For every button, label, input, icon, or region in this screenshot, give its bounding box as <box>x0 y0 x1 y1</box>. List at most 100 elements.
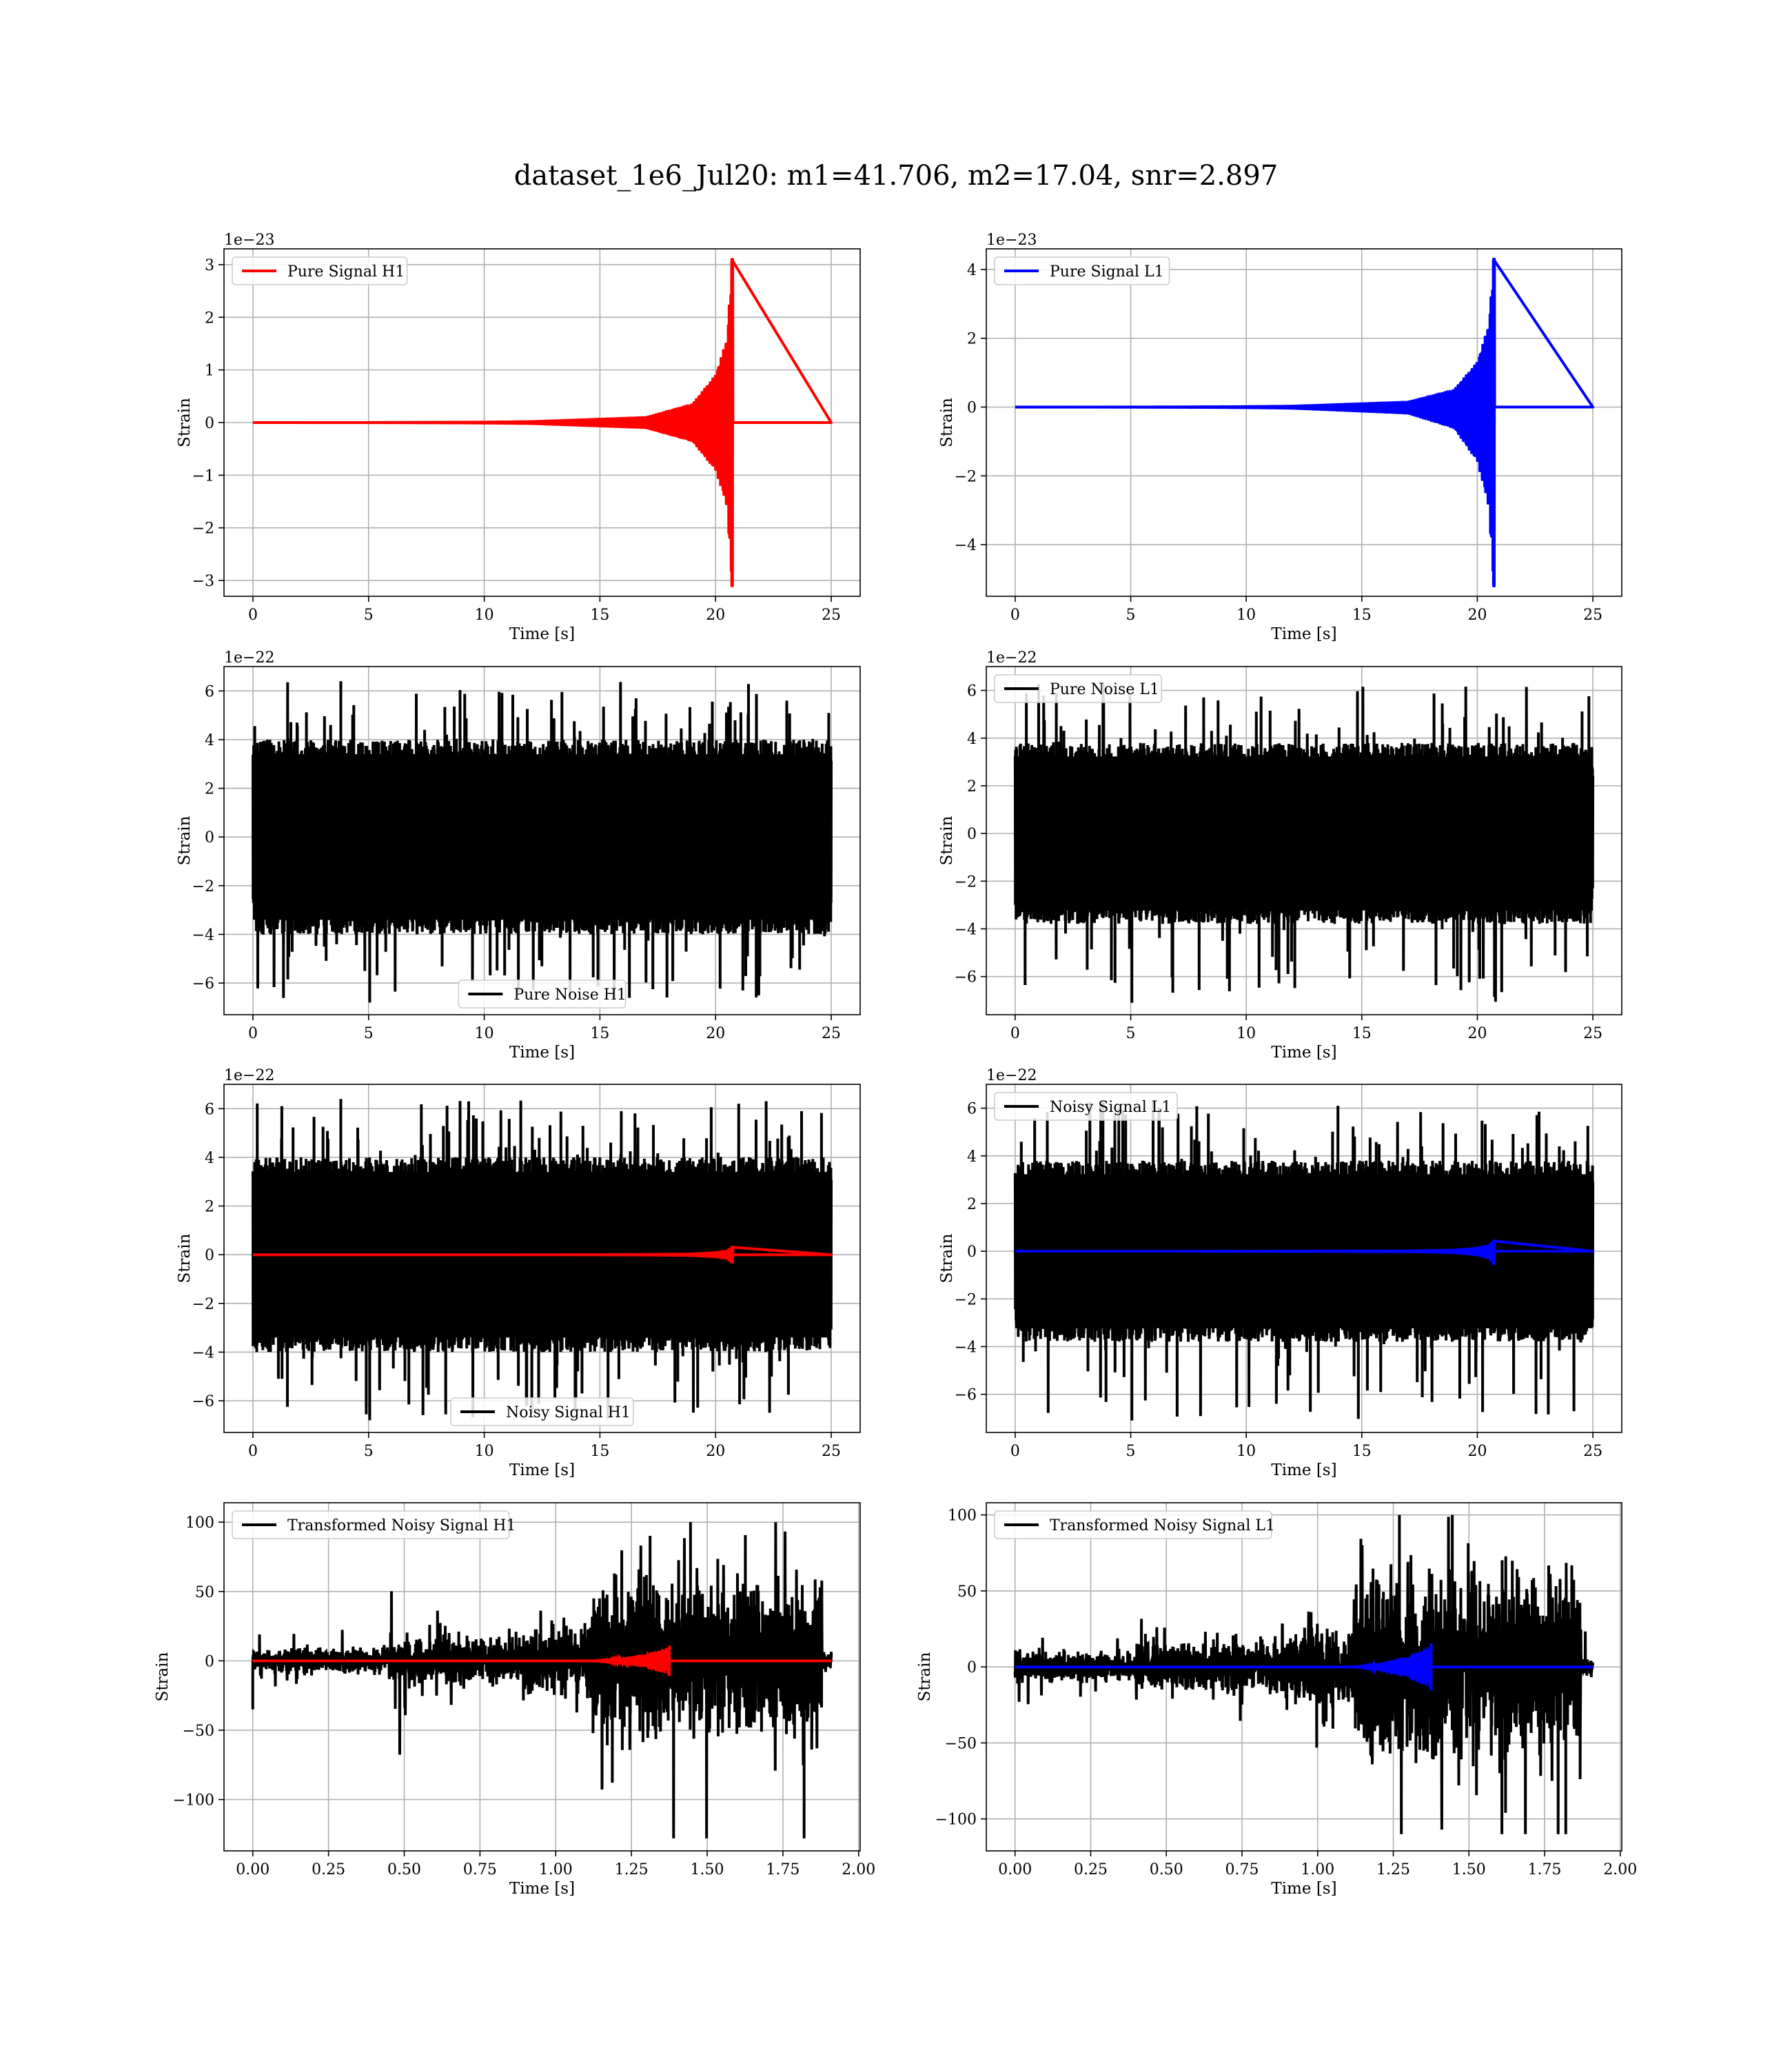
x-tick-label: 20 <box>1467 1025 1487 1042</box>
plot-area <box>986 249 1622 596</box>
series-line <box>1013 1514 1595 1834</box>
x-tick-label: 20 <box>1467 607 1487 624</box>
x-tick-label: 0 <box>1010 607 1020 624</box>
y-tick-label: 0 <box>205 415 214 432</box>
y-tick-label: −1 <box>192 467 214 485</box>
y-tick-label: −4 <box>955 1339 977 1356</box>
series-line <box>1013 1101 1595 1419</box>
plot-series <box>1013 1101 1595 1421</box>
axes-frame <box>986 248 1622 597</box>
y-tick-label: 6 <box>205 683 214 700</box>
axis-offset-label: 1e−22 <box>224 1067 274 1084</box>
x-tick-label: 0.25 <box>312 1861 345 1878</box>
y-tick-label: −3 <box>192 573 214 590</box>
series-line <box>1014 1239 1595 1266</box>
y-tick-label: 4 <box>205 1150 214 1167</box>
figure-suptitle: dataset_1e6_Jul20: m1=41.706, m2=17.04, … <box>514 160 1278 192</box>
y-tick-label: −6 <box>192 975 214 993</box>
legend-frame <box>458 980 627 1008</box>
x-tick-label: 5 <box>1126 607 1136 624</box>
series-line <box>252 682 833 999</box>
axis-offset-label: 1e−22 <box>224 649 274 667</box>
x-axis-label: Time [s] <box>509 1461 575 1479</box>
legend: Pure Signal L1 <box>994 256 1170 285</box>
legend-frame <box>232 256 408 285</box>
x-axis-label: Time [s] <box>1271 1880 1336 1898</box>
legend: Pure Noise H1 <box>458 980 627 1008</box>
legend-frame <box>232 1510 510 1539</box>
x-tick-label: 0 <box>248 1025 258 1042</box>
y-tick-label: −2 <box>955 1291 977 1308</box>
x-tick-label: 20 <box>706 1025 725 1042</box>
x-tick-label: 25 <box>1583 607 1602 624</box>
x-tick-label: 15 <box>590 607 609 624</box>
plot-series <box>251 1522 833 1838</box>
y-axis-label: Strain <box>176 1233 194 1283</box>
x-tick-label: 20 <box>1467 1443 1487 1460</box>
y-tick-label: 3 <box>205 257 214 274</box>
y-tick-label: −6 <box>955 1387 977 1404</box>
y-tick-label: −2 <box>192 1296 214 1313</box>
x-tick-label: 2.00 <box>842 1861 875 1878</box>
x-tick-label: 15 <box>1352 607 1372 624</box>
series-line <box>1014 258 1595 587</box>
y-tick-label: 4 <box>967 731 977 748</box>
x-tick-label: 0.00 <box>998 1861 1032 1878</box>
y-tick-label: −4 <box>955 537 977 554</box>
y-tick-label: 4 <box>967 1148 977 1166</box>
legend-label: Pure Signal L1 <box>1050 263 1164 281</box>
axis-offset-label: 1e−23 <box>986 232 1037 249</box>
chart-pure-signal-h1: 0 5 10 15 20 25 −3 −2 −1 0 1 2 3 Time [s] Strain 1e−23 P… <box>176 232 861 643</box>
x-tick-label: 10 <box>1236 1025 1256 1042</box>
x-tick-label: 15 <box>590 1443 609 1460</box>
y-tick-label: 4 <box>205 732 214 749</box>
y-tick-label: 2 <box>967 331 977 348</box>
x-tick-label: 25 <box>822 607 841 624</box>
legend-label: Noisy Signal L1 <box>1050 1099 1171 1116</box>
y-tick-label: −4 <box>955 921 977 938</box>
x-tick-label: 0 <box>1010 1443 1020 1460</box>
y-axis-label: Strain <box>154 1652 172 1701</box>
axis-offset-label: 1e−22 <box>986 1067 1037 1084</box>
y-tick-label: −4 <box>192 926 214 944</box>
x-tick-label: 1.25 <box>615 1861 649 1878</box>
legend: Transformed Noisy Signal H1 <box>232 1510 516 1539</box>
axes-frame <box>223 666 861 1015</box>
y-tick-label: −50 <box>183 1723 214 1740</box>
x-tick-label: 1.75 <box>766 1861 800 1878</box>
x-tick-label: 0.50 <box>387 1861 421 1878</box>
y-tick-label: 0 <box>967 1659 977 1676</box>
x-axis-label: Time [s] <box>1271 1461 1336 1479</box>
y-tick-label: 0 <box>205 1653 214 1670</box>
x-tick-label: 5 <box>364 607 374 624</box>
legend: Noisy Signal H1 <box>450 1397 634 1426</box>
y-tick-label: 100 <box>948 1508 977 1525</box>
legend-label: Pure Noise H1 <box>513 986 627 1004</box>
x-tick-label: 1.75 <box>1528 1861 1562 1878</box>
y-tick-label: 6 <box>967 683 977 700</box>
x-tick-label: 20 <box>706 1443 725 1460</box>
x-tick-label: 1.00 <box>539 1861 573 1878</box>
legend-label: Pure Signal H1 <box>287 263 405 281</box>
x-tick-label: 0.50 <box>1150 1861 1183 1878</box>
y-tick-label: 0 <box>967 400 977 417</box>
axis-offset-label: 1e−22 <box>986 649 1037 667</box>
chart-transformed-noisy-signal-h1: 0.00 0.25 0.50 0.75 1.00 1.25 1.50 1.75 2.00 −100… <box>154 1502 875 1898</box>
y-axis-label: Strain <box>938 1233 956 1283</box>
y-tick-label: 1 <box>205 363 214 380</box>
axis-offset-label: 1e−23 <box>224 232 274 249</box>
legend-frame <box>994 1510 1272 1539</box>
y-tick-label: 2 <box>967 1196 977 1213</box>
y-tick-label: 2 <box>967 778 977 795</box>
x-axis-label: Time [s] <box>1271 625 1336 643</box>
x-tick-label: 1.25 <box>1376 1861 1410 1878</box>
chart-pure-noise-h1: 0 5 10 15 20 25 −6 −4 −2 0 2 4 6 Time [s] Strain 1e−22 P… <box>176 649 861 1062</box>
x-tick-label: 15 <box>1352 1025 1372 1042</box>
series-line <box>1013 684 1595 1002</box>
x-tick-label: 0.00 <box>236 1861 269 1878</box>
legend-frame <box>994 256 1170 285</box>
x-axis-label: Time [s] <box>509 625 575 643</box>
x-tick-label: 0.75 <box>463 1861 497 1878</box>
plot-series <box>1013 683 1595 1003</box>
